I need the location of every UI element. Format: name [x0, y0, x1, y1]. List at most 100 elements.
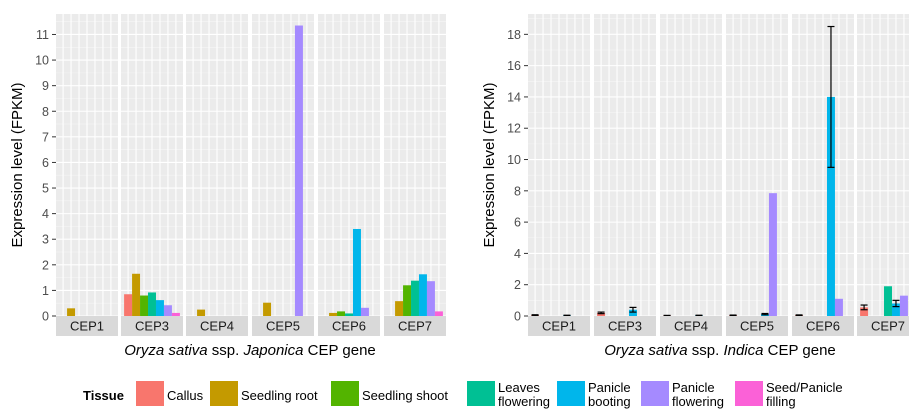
legend-label: booting: [588, 394, 631, 409]
legend-swatch: [467, 381, 495, 406]
legend-label: Seedling root: [241, 388, 318, 403]
error-bar: [695, 314, 703, 317]
facet-label-cep1: CEP1: [542, 319, 576, 334]
panel-background: [857, 14, 909, 316]
legend-label: filling: [766, 394, 796, 409]
legend: Tissue Callus Seedling root Seedling shoot L…: [83, 380, 843, 409]
error-bar: [729, 314, 737, 317]
bar-CEP6-panicle-flowering: [360, 307, 369, 316]
facet-label-cep5: CEP5: [266, 319, 300, 334]
bar-CEP3-callus: [597, 312, 606, 316]
y-axis-title: Expression level (FPKM): [9, 82, 26, 247]
facet-strip: [252, 316, 314, 336]
x-axis-title-part: ssp.: [208, 342, 244, 359]
legend-swatch: [557, 381, 585, 406]
bar-CEP5-seedling-root: [263, 302, 272, 316]
y-tick-label: 14: [507, 90, 521, 104]
facet-strip: [792, 316, 854, 336]
error-bar: [827, 25, 835, 168]
legend-swatch: [641, 381, 669, 406]
y-tick-label: 4: [514, 247, 521, 261]
legend-label: Leaves: [498, 380, 540, 395]
facet-label-cep3: CEP3: [135, 319, 169, 334]
y-tick-label: 9: [42, 79, 49, 93]
bar-CEP6-leaves-flowering: [345, 313, 353, 316]
y-tick-label: 10: [35, 54, 49, 68]
legend-item: Seedling root: [210, 381, 318, 406]
facet-label-cep6: CEP6: [806, 319, 840, 334]
y-tick-label: 7: [42, 130, 49, 144]
facet-label-cep4: CEP4: [200, 319, 234, 334]
y-tick-label: 8: [514, 184, 521, 198]
y-tick-label: 16: [507, 59, 521, 73]
x-axis-title-part: ssp.: [688, 342, 724, 359]
y-tick-label: 10: [507, 153, 521, 167]
legend-label: Callus: [167, 388, 204, 403]
bar-CEP3-panicle-flowering: [163, 305, 172, 316]
facet-strip: [528, 316, 590, 336]
legend-swatch: [331, 381, 359, 406]
facet-strip: [857, 316, 909, 336]
legend-swatch: [136, 381, 164, 406]
bar-CEP3-seedling-shoot: [140, 295, 149, 316]
facet-strip: [318, 316, 380, 336]
legend-label: Panicle: [672, 380, 715, 395]
x-axis-title-part: Oryza sativa: [124, 342, 207, 359]
bar-CEP3-seed-panicle-filling: [171, 312, 180, 316]
legend-item: Callus: [136, 381, 204, 406]
bar-CEP3-seedling-root: [132, 273, 141, 316]
bar-CEP7-panicle-booting: [418, 274, 427, 316]
y-tick-label: 6: [514, 216, 521, 230]
x-axis-title-part: CEP gene: [303, 342, 375, 359]
bar-CEP1-seedling-root: [67, 308, 76, 316]
bar-CEP3-leaves-flowering: [148, 292, 156, 316]
legend-item: Seedling shoot: [331, 381, 448, 406]
facet-strip: [594, 316, 656, 336]
bar-CEP3-panicle-booting: [628, 309, 637, 316]
legend-label: flowering: [672, 394, 724, 409]
y-tick-label: 4: [42, 207, 49, 221]
y-tick-label: 0: [514, 310, 521, 324]
y-tick-label: 0: [42, 310, 49, 324]
bar-CEP6-seedling-root: [329, 312, 338, 316]
bar-CEP7-seedling-root: [395, 301, 404, 316]
x-axis-title-part: CEP gene: [763, 342, 835, 359]
error-bar: [795, 314, 803, 317]
x-axis-title: Oryza sativa ssp. Indica CEP gene: [604, 342, 836, 359]
legend-label: Seedling shoot: [362, 388, 448, 403]
facet-label-cep3: CEP3: [608, 319, 642, 334]
y-tick-label: 5: [42, 182, 49, 196]
y-tick-label: 2: [514, 278, 521, 292]
error-bar: [892, 299, 900, 308]
error-bar: [663, 314, 671, 317]
bar-CEP6-panicle-booting: [352, 228, 361, 316]
facet-strip: [726, 316, 788, 336]
legend-swatch: [735, 381, 763, 406]
error-bar: [563, 314, 571, 317]
bar-CEP5-panicle-flowering: [768, 193, 777, 316]
bar-CEP3-callus: [124, 294, 133, 316]
bar-CEP7-leaves-flowering: [884, 286, 892, 316]
legend-title: Tissue: [83, 388, 124, 403]
x-axis-title-part: Oryza sativa: [604, 342, 687, 359]
y-tick-label: 2: [42, 258, 49, 272]
facet-strip: [121, 316, 183, 336]
bar-CEP6-panicle-booting: [826, 96, 835, 316]
bar-CEP7-panicle-flowering: [426, 281, 435, 316]
error-bar: [597, 311, 605, 315]
x-axis-title-part: Japonica: [242, 342, 303, 359]
bar-CEP3-panicle-booting: [155, 300, 164, 316]
facet-strip: [660, 316, 722, 336]
facet-strip: [186, 316, 248, 336]
y-tick-label: 1: [42, 284, 49, 298]
legend-label: Panicle: [588, 380, 631, 395]
error-bar: [629, 306, 637, 313]
facet-label-cep4: CEP4: [674, 319, 708, 334]
bar-CEP6-panicle-flowering: [834, 298, 843, 316]
bar-CEP7-panicle-flowering: [899, 295, 908, 316]
